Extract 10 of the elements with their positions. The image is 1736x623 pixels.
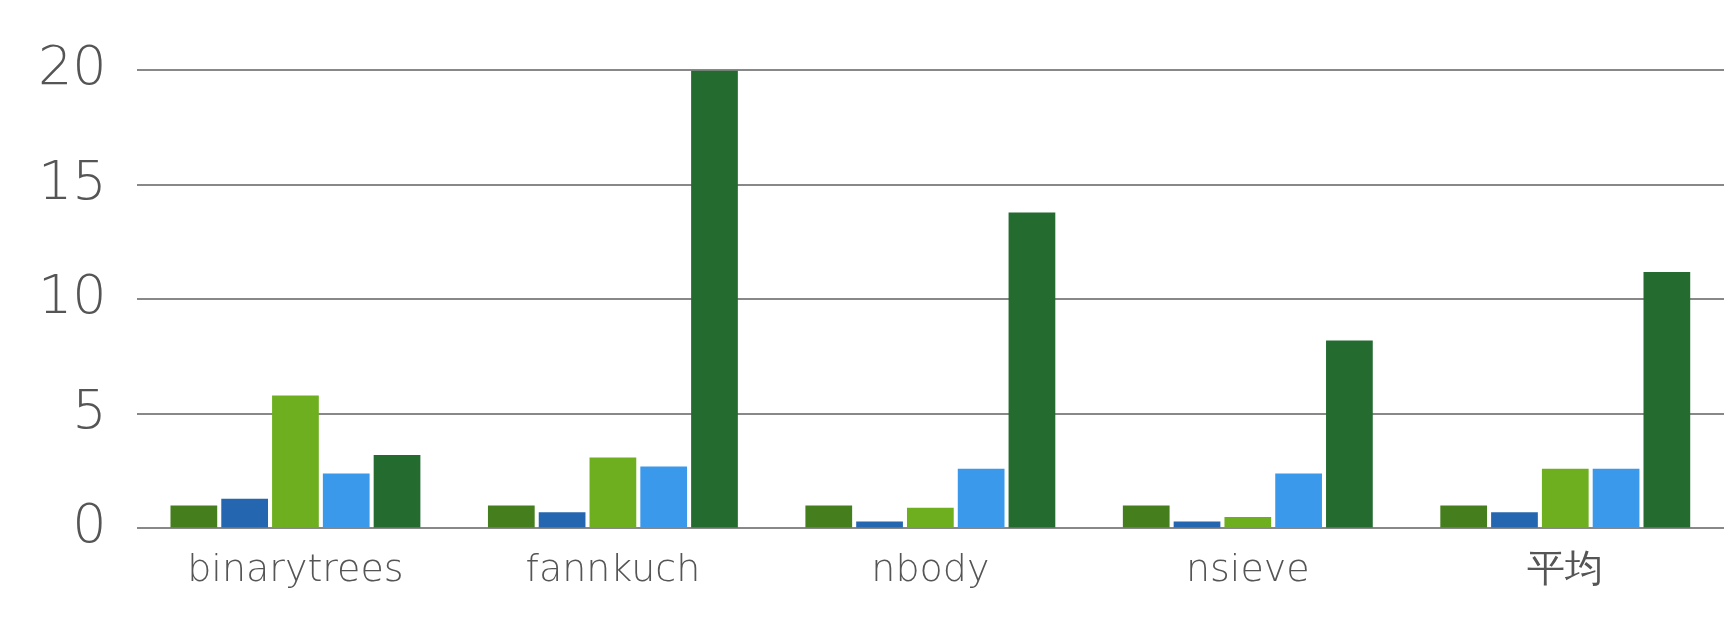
x-tick-label: fannkuch bbox=[525, 546, 701, 591]
y-tick-label: 5 bbox=[72, 377, 107, 441]
x-tick-label: nsieve bbox=[1185, 546, 1310, 591]
y-tick-label: 10 bbox=[37, 263, 107, 327]
x-tick-label: 平均 bbox=[1527, 546, 1604, 591]
x-tick-label: nbody bbox=[871, 546, 990, 591]
y-tick-label: 0 bbox=[72, 492, 107, 556]
y-tick-label: 20 bbox=[37, 34, 107, 98]
y-tick-label: 15 bbox=[37, 148, 107, 212]
x-tick-label: binarytrees bbox=[187, 546, 404, 591]
